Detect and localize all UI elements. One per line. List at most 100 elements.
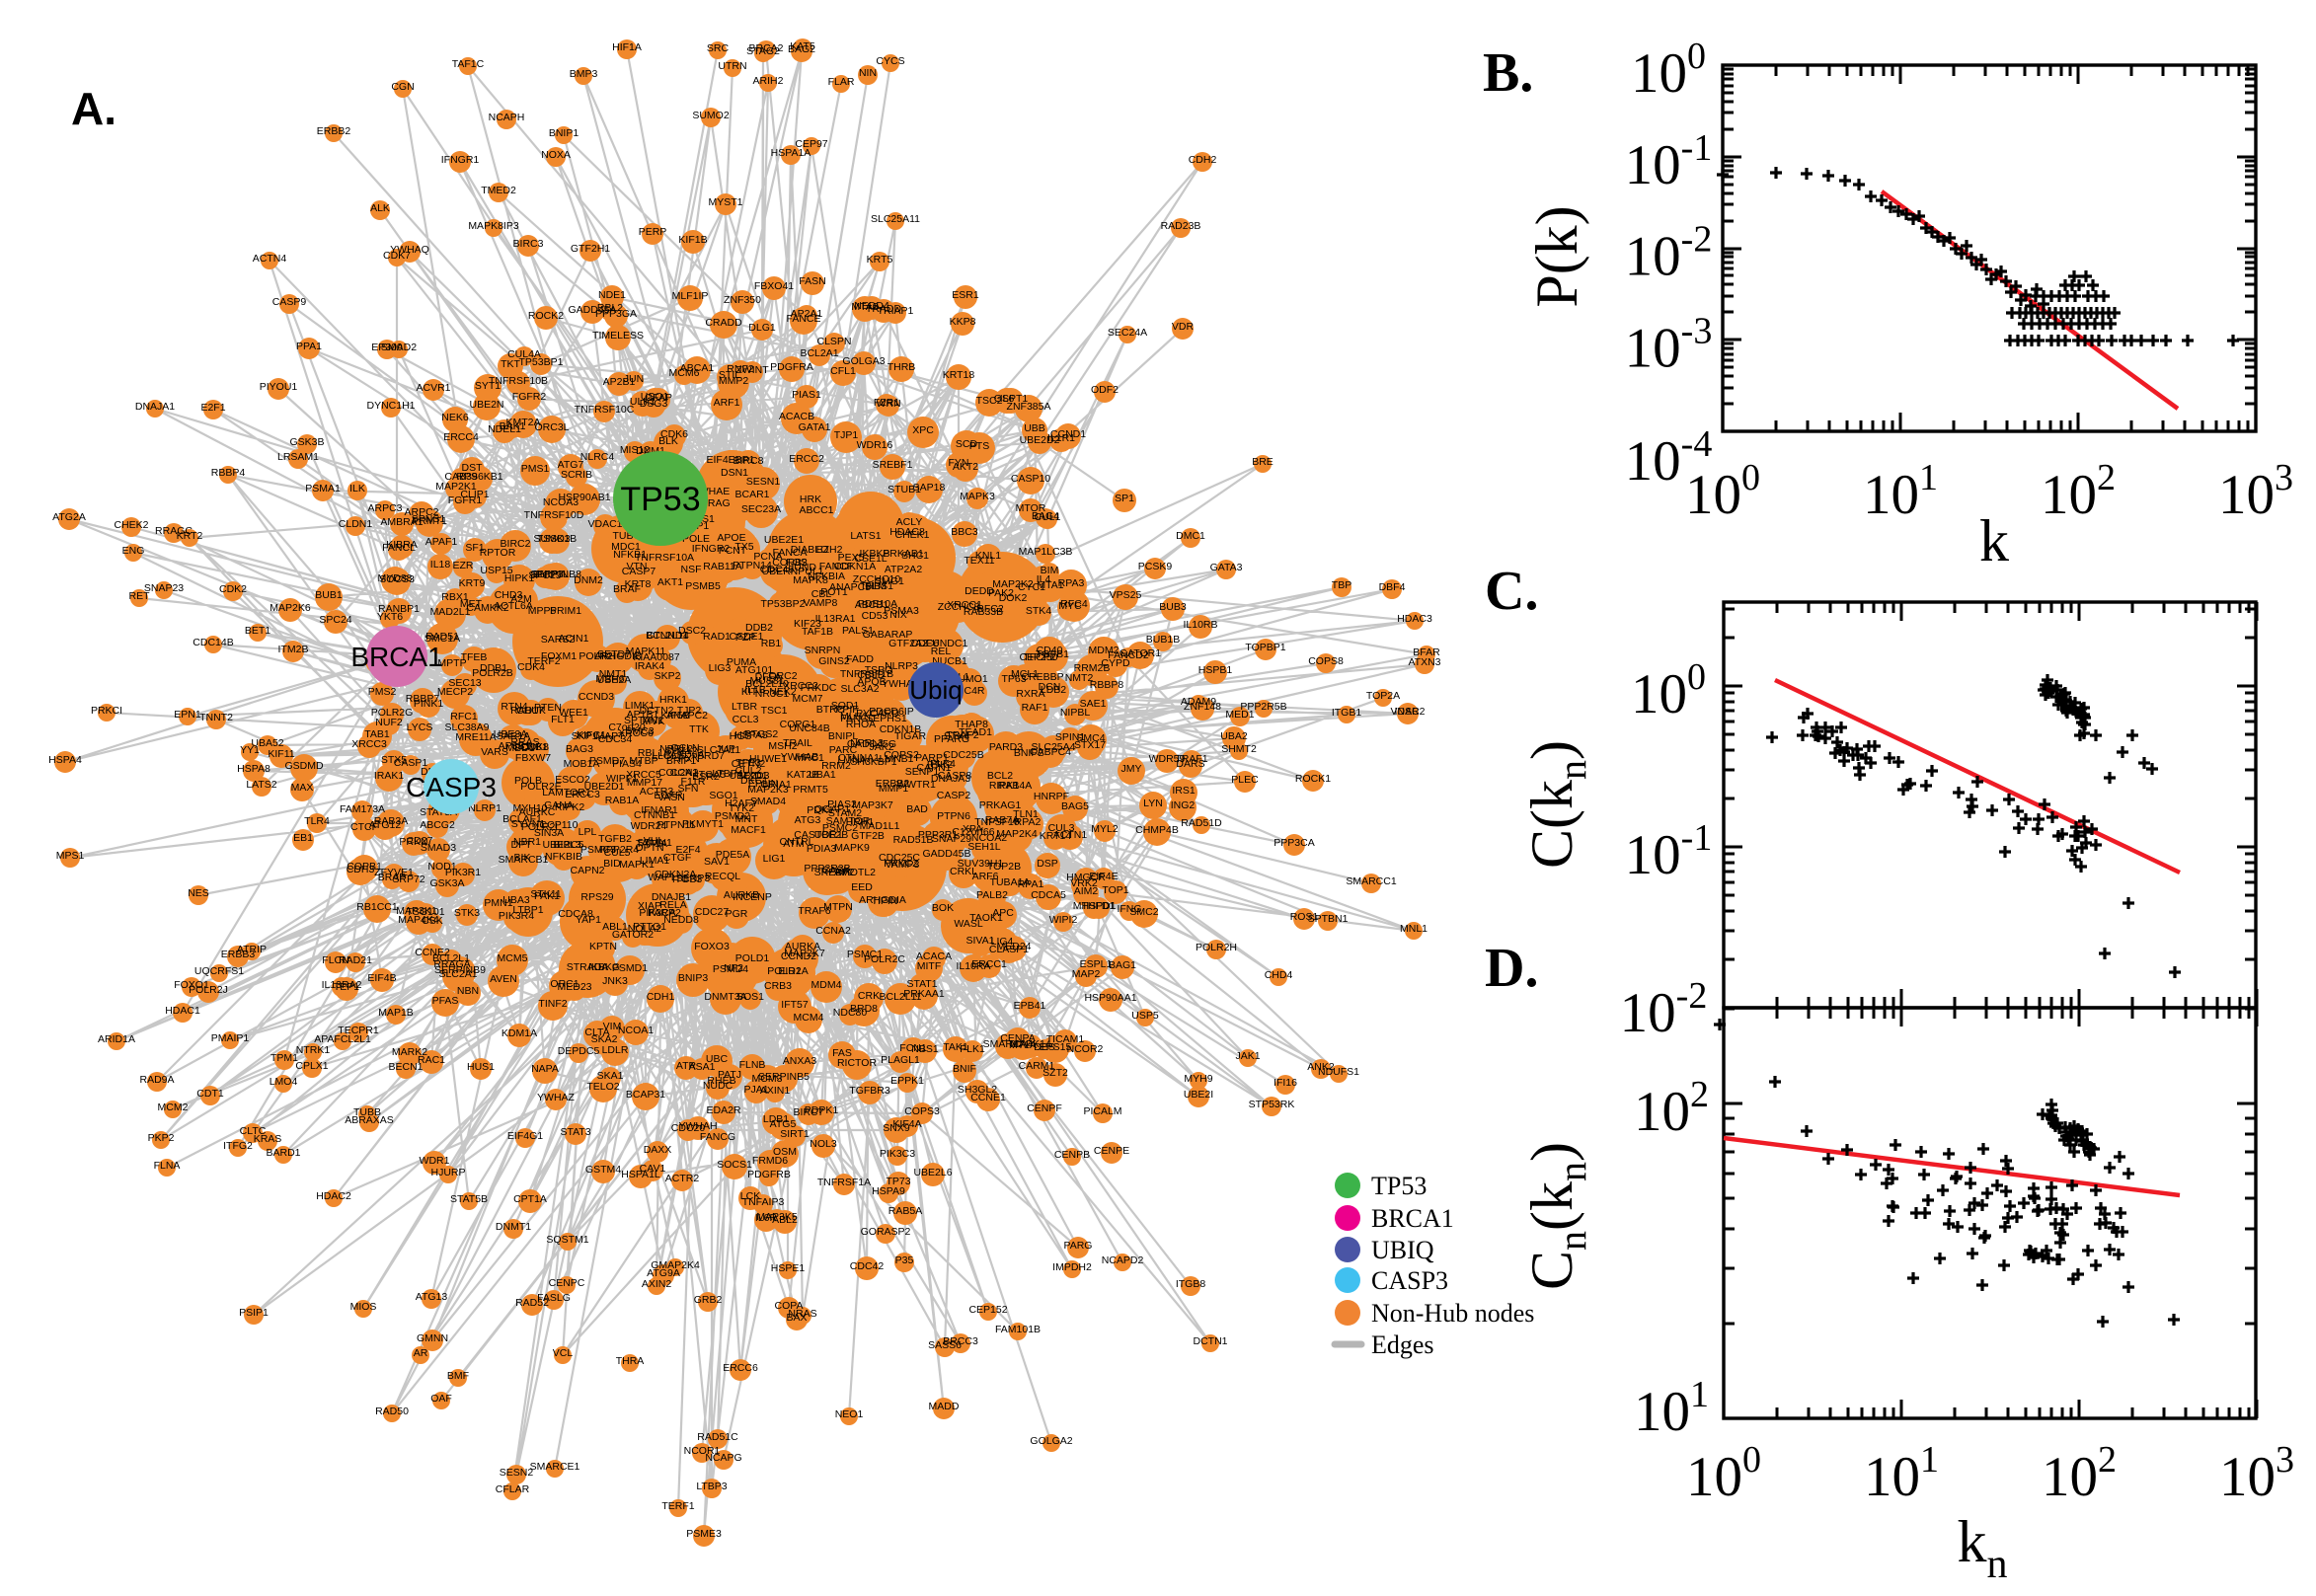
svg-text:TRAIL: TRAIL [783, 737, 812, 749]
svg-text:TMED2: TMED2 [481, 185, 516, 196]
svg-text:PPA1: PPA1 [296, 341, 322, 352]
svg-text:PSMA1: PSMA1 [305, 483, 341, 494]
svg-text:NBN: NBN [457, 985, 479, 997]
svg-text:HSPA5: HSPA5 [734, 729, 768, 741]
svg-text:HDAC1: HDAC1 [165, 1005, 200, 1017]
svg-text:ITFG2: ITFG2 [223, 1140, 253, 1152]
svg-text:NSF: NSF [681, 564, 702, 575]
svg-text:TJP2: TJP2 [677, 705, 702, 717]
svg-text:FANCE: FANCE [786, 313, 820, 325]
svg-text:EB1: EB1 [293, 832, 313, 844]
svg-text:UBE2A: UBE2A [597, 674, 631, 686]
svg-text:IL13RA1: IL13RA1 [815, 613, 856, 625]
svg-text:TOP2A: TOP2A [1366, 690, 1400, 702]
svg-text:IRAK4: IRAK4 [635, 660, 665, 672]
svg-text:PLAGL1: PLAGL1 [881, 1054, 920, 1066]
svg-text:BCL2L1: BCL2L1 [432, 952, 470, 964]
svg-text:SLC38A9: SLC38A9 [445, 722, 490, 733]
svg-text:PTPN6: PTPN6 [937, 810, 970, 822]
svg-text:RAD50: RAD50 [375, 1406, 409, 1417]
svg-text:SEC23A: SEC23A [741, 503, 781, 515]
svg-text:TNFAIP3: TNFAIP3 [742, 1196, 785, 1208]
svg-text:EIF4G1: EIF4G1 [507, 1130, 543, 1142]
svg-text:COPS3: COPS3 [904, 1105, 940, 1117]
svg-text:RPS29: RPS29 [580, 891, 613, 903]
svg-text:SLC7A11: SLC7A11 [697, 744, 740, 756]
svg-text:MET: MET [460, 598, 483, 610]
svg-text:YWHAQ: YWHAQ [390, 244, 429, 256]
svg-text:PRKCI: PRKCI [91, 705, 122, 717]
svg-text:IL10RB: IL10RB [1183, 619, 1217, 631]
svg-text:WWTR1: WWTR1 [896, 779, 936, 791]
svg-text:NEK6: NEK6 [441, 412, 469, 423]
svg-text:NAPA: NAPA [531, 1063, 559, 1075]
svg-text:NUF2: NUF2 [375, 717, 403, 728]
svg-text:VDAC2: VDAC2 [1390, 706, 1425, 718]
svg-text:RAF1: RAF1 [1022, 702, 1048, 714]
svg-text:CENPB: CENPB [1054, 1149, 1090, 1161]
svg-text:APAF1: APAF1 [425, 536, 458, 548]
svg-text:MACF1: MACF1 [731, 824, 766, 836]
svg-text:TNNT2: TNNT2 [199, 712, 233, 723]
svg-text:TNFRSF10D: TNFRSF10D [524, 509, 584, 521]
svg-text:CPLX1: CPLX1 [295, 1060, 328, 1072]
svg-text:TSC1: TSC1 [761, 705, 788, 717]
svg-text:SREBF1: SREBF1 [873, 459, 913, 471]
svg-text:VTN: VTN [627, 561, 648, 572]
svg-text:MAP2K4: MAP2K4 [996, 828, 1038, 840]
svg-text:FGFR2: FGFR2 [512, 391, 547, 403]
svg-text:DNMT1: DNMT1 [496, 1221, 531, 1233]
svg-text:KIF1B: KIF1B [678, 234, 707, 246]
svg-text:RFC2: RFC2 [976, 603, 1004, 615]
svg-text:MCM7: MCM7 [793, 693, 823, 705]
svg-text:TPM1: TPM1 [270, 1052, 298, 1064]
svg-text:CDCA5: CDCA5 [1031, 889, 1066, 901]
svg-text:MRC1: MRC1 [795, 752, 824, 764]
svg-text:TINF2: TINF2 [538, 998, 567, 1010]
svg-text:BRE: BRE [1252, 456, 1274, 468]
svg-text:SMARCC1: SMARCC1 [1346, 875, 1397, 887]
svg-text:POLR2H: POLR2H [1196, 942, 1237, 953]
svg-text:THBS1: THBS1 [860, 580, 893, 592]
svg-text:KIBRA: KIBRA [386, 539, 418, 551]
svg-text:ERCC6: ERCC6 [723, 1362, 758, 1374]
svg-text:STK11: STK11 [530, 888, 561, 900]
svg-text:AP2B1: AP2B1 [603, 376, 636, 388]
svg-text:MAPK1: MAPK1 [619, 859, 655, 871]
svg-text:SMAD4: SMAD4 [750, 796, 786, 807]
svg-text:D.: D. [1485, 938, 1538, 999]
svg-text:NDC80: NDC80 [833, 1007, 868, 1019]
svg-text:NLRP3: NLRP3 [885, 660, 918, 672]
svg-text:ESPL1: ESPL1 [1080, 958, 1113, 970]
svg-text:SIRT1: SIRT1 [780, 1128, 810, 1140]
svg-text:JUND: JUND [789, 562, 816, 573]
svg-text:PRKAG1: PRKAG1 [979, 799, 1022, 811]
svg-text:TP53BP2: TP53BP2 [761, 598, 806, 610]
svg-text:ABRAXAS: ABRAXAS [345, 1114, 394, 1126]
svg-text:GMNN: GMNN [417, 1332, 448, 1344]
svg-text:KAT2B: KAT2B [787, 769, 818, 781]
svg-text:TERF1: TERF1 [661, 1500, 694, 1512]
svg-text:FLNB: FLNB [739, 1059, 766, 1071]
svg-text:HUS1: HUS1 [467, 1061, 495, 1073]
svg-text:YWHAH: YWHAH [678, 1120, 717, 1132]
svg-text:DOK2: DOK2 [999, 592, 1028, 604]
svg-text:CLDN1: CLDN1 [339, 518, 373, 530]
svg-text:KRT18: KRT18 [943, 369, 975, 381]
svg-text:SOD1: SOD1 [831, 700, 860, 712]
svg-text:ROCK1: ROCK1 [1295, 773, 1331, 785]
svg-text:STUB1: STUB1 [888, 484, 921, 495]
svg-text:CHEK2: CHEK2 [114, 519, 148, 531]
svg-text:ORC3L: ORC3L [534, 421, 569, 433]
svg-text:CAPN2: CAPN2 [570, 865, 604, 876]
svg-text:FLCN: FLCN [322, 954, 348, 966]
svg-text:GORASP2: GORASP2 [861, 1226, 911, 1238]
svg-text:RECQL: RECQL [705, 871, 740, 882]
svg-text:GATA3: GATA3 [1210, 562, 1243, 573]
svg-text:CGN: CGN [391, 81, 414, 93]
svg-text:PARP1: PARP1 [915, 752, 949, 764]
svg-text:CASP3: CASP3 [406, 772, 497, 802]
svg-text:BCL2L14: BCL2L14 [646, 630, 689, 642]
svg-text:RAD9A: RAD9A [139, 1074, 174, 1086]
svg-text:CDK8: CDK8 [521, 741, 549, 753]
